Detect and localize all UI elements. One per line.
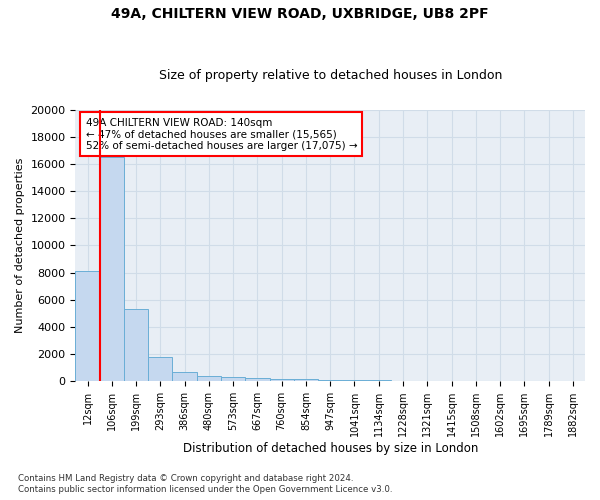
Bar [367, 380, 391, 381]
Bar [245, 378, 269, 381]
Bar [148, 358, 172, 381]
Bar [391, 380, 415, 381]
X-axis label: Distribution of detached houses by size in London: Distribution of detached houses by size … [182, 442, 478, 455]
Bar [221, 378, 245, 381]
Text: Contains HM Land Registry data © Crown copyright and database right 2024.
Contai: Contains HM Land Registry data © Crown c… [18, 474, 392, 494]
Bar [124, 309, 148, 381]
Bar [76, 271, 100, 381]
Bar [100, 157, 124, 381]
Bar [197, 376, 221, 381]
Bar [172, 372, 197, 381]
Bar [269, 378, 294, 381]
Bar [343, 380, 367, 381]
Title: Size of property relative to detached houses in London: Size of property relative to detached ho… [158, 69, 502, 82]
Bar [318, 380, 343, 381]
Y-axis label: Number of detached properties: Number of detached properties [15, 158, 25, 333]
Text: 49A CHILTERN VIEW ROAD: 140sqm
← 47% of detached houses are smaller (15,565)
52%: 49A CHILTERN VIEW ROAD: 140sqm ← 47% of … [86, 118, 357, 151]
Bar [294, 380, 318, 381]
Text: 49A, CHILTERN VIEW ROAD, UXBRIDGE, UB8 2PF: 49A, CHILTERN VIEW ROAD, UXBRIDGE, UB8 2… [111, 8, 489, 22]
